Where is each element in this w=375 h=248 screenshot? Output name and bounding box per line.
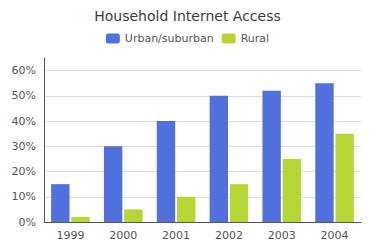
svg-text:2002: 2002 <box>215 229 243 242</box>
svg-text:2001: 2001 <box>162 229 190 242</box>
svg-text:2004: 2004 <box>321 229 349 242</box>
svg-text:50%: 50% <box>12 89 36 102</box>
svg-text:60%: 60% <box>12 64 36 77</box>
svg-text:Urban/suburban: Urban/suburban <box>125 32 214 45</box>
svg-text:1999: 1999 <box>56 229 84 242</box>
svg-text:Rural: Rural <box>241 32 269 45</box>
svg-text:2003: 2003 <box>268 229 296 242</box>
svg-text:20%: 20% <box>12 165 36 178</box>
svg-text:0%: 0% <box>19 216 36 229</box>
svg-text:Household Internet Access: Household Internet Access <box>94 8 281 24</box>
svg-text:40%: 40% <box>12 115 36 128</box>
svg-text:30%: 30% <box>12 140 36 153</box>
svg-text:2000: 2000 <box>109 229 137 242</box>
svg-text:10%: 10% <box>12 190 36 203</box>
